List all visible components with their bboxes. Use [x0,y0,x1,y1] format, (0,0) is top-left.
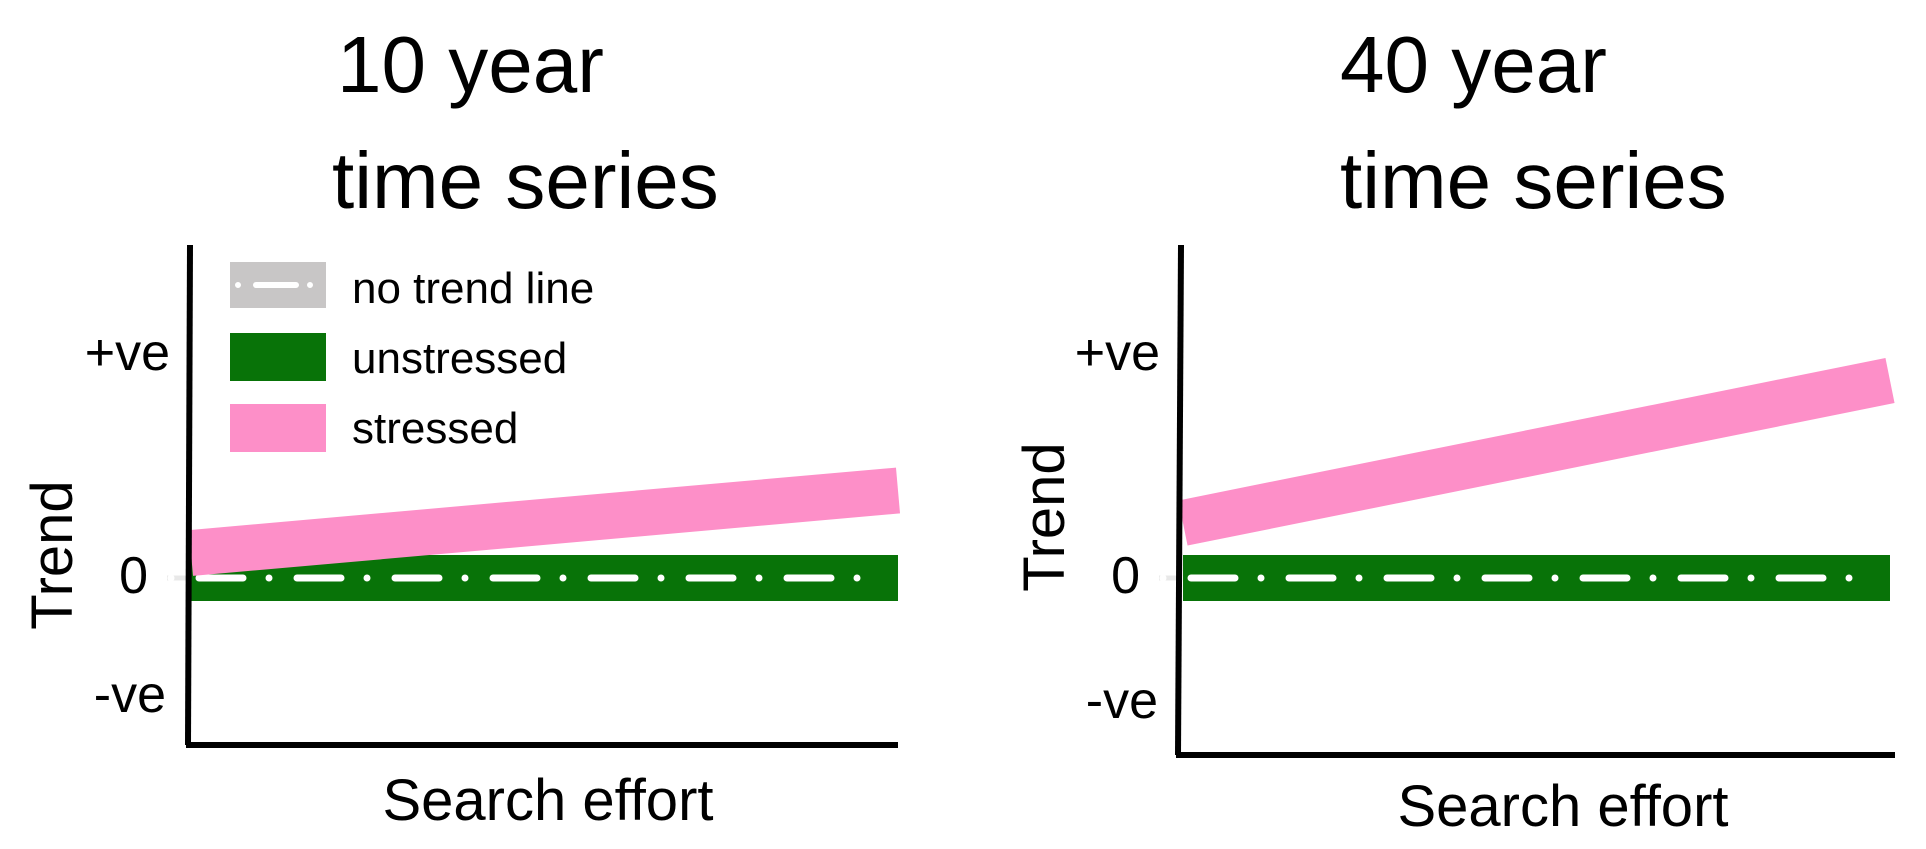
y-tick-labels: +ve 0 -ve [85,324,170,724]
legend-swatch-stressed [230,404,326,452]
chart-title-line-2: time series [332,136,719,225]
series-layer [167,467,901,601]
chart-panel-10-year: 10 year time series +ve 0 -ve Search eff… [20,20,901,833]
y-tick-label-pos: +ve [85,324,170,382]
legend-item-no-trend: no trend line [230,262,594,313]
legend-label-stressed: stressed [352,404,518,453]
y-tick-label-zero: 0 [1111,547,1140,605]
chart-title-line-1: 10 year [337,20,604,109]
y-axis [185,244,193,746]
legend-label-no-trend: no trend line [352,264,594,313]
x-axis-label: Search effort [382,768,713,833]
series-stressed-line [188,467,901,576]
legend-label-unstressed: unstressed [352,334,567,383]
y-axis-label: Trend [20,480,85,629]
y-tick-label-neg: -ve [1086,672,1158,730]
chart-title-line-1: 40 year [1340,20,1607,109]
legend-item-unstressed: unstressed [230,333,567,383]
legend-swatch-unstressed [230,333,326,381]
y-axis-label: Trend [1012,442,1077,591]
chart-title-line-2: time series [1340,136,1727,225]
y-axis [1175,244,1184,756]
y-tick-label-pos: +ve [1075,324,1160,382]
chart-panel-40-year: 40 year time series +ve 0 -ve Search eff… [1012,20,1895,839]
legend: no trend line unstressed stressed [230,262,594,453]
series-stressed-line [1178,357,1895,546]
y-tick-label-zero: 0 [119,547,148,605]
legend-item-stressed: stressed [230,404,518,453]
x-axis-label: Search effort [1397,774,1728,839]
y-tick-labels: +ve 0 -ve [1075,324,1160,730]
y-tick-label-neg: -ve [94,666,166,724]
series-layer [1159,357,1895,601]
